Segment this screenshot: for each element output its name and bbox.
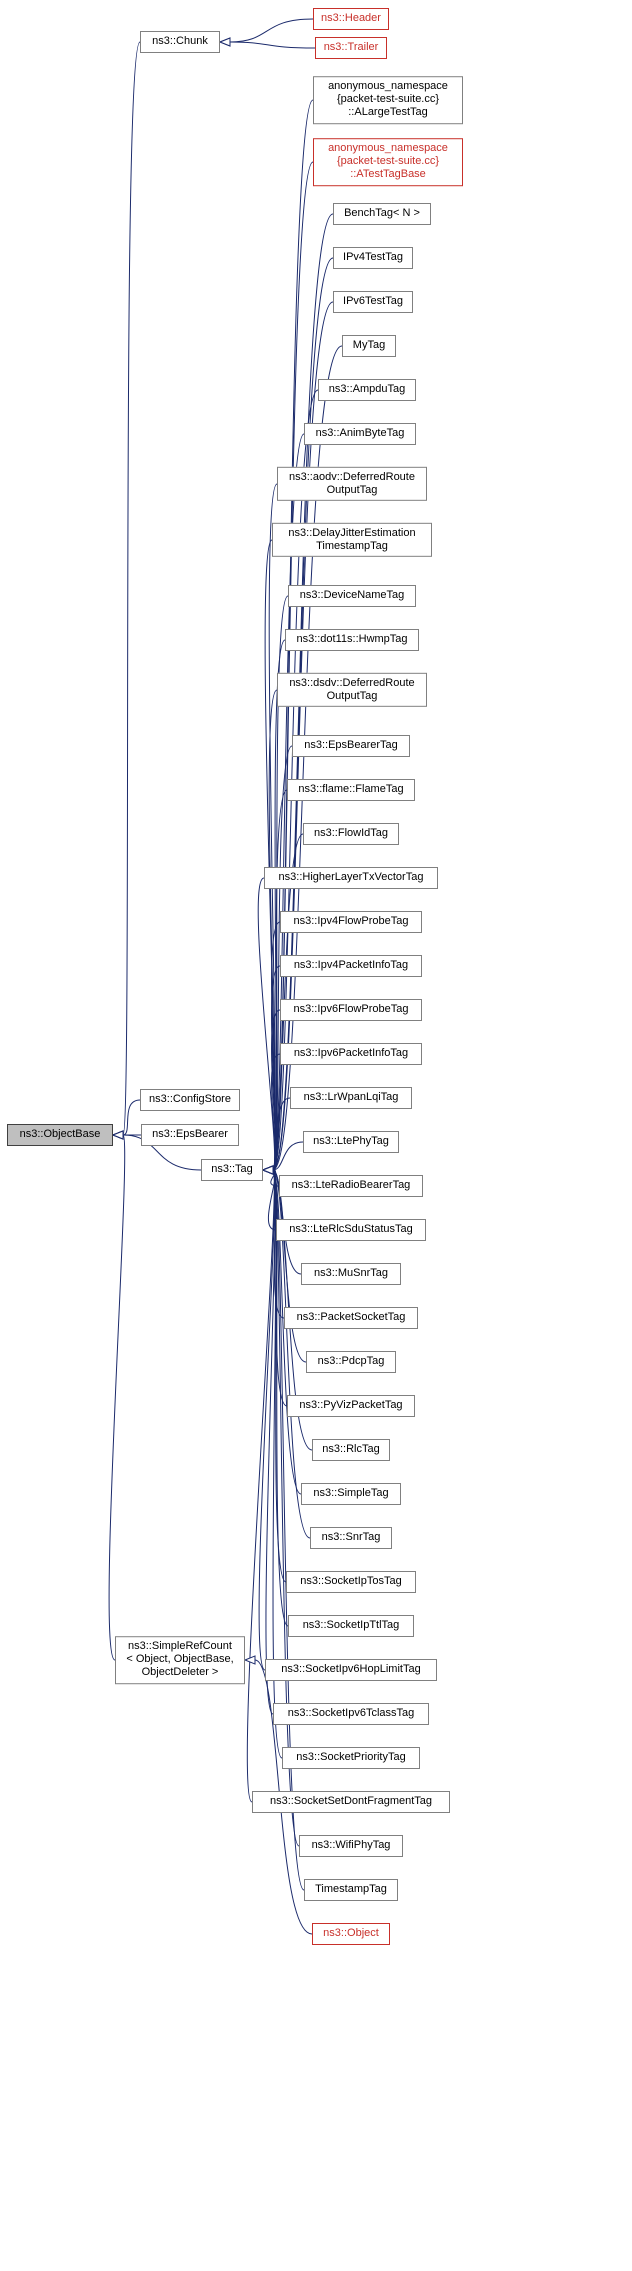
- node-packetsockettag[interactable]: ns3::PacketSocketTag: [284, 1307, 418, 1329]
- node-ipv6testtag[interactable]: IPv6TestTag: [333, 291, 413, 313]
- node-label: ns3::SimpleTag: [313, 1487, 388, 1499]
- node-epsbearer[interactable]: ns3::EpsBearer: [141, 1124, 239, 1146]
- node-delayjitter[interactable]: ns3::DelayJitterEstimation TimestampTag: [272, 523, 432, 557]
- node-mytag[interactable]: MyTag: [342, 335, 396, 357]
- node-label: ns3::SnrTag: [322, 1531, 381, 1543]
- node-ipv4packetinfo[interactable]: ns3::Ipv4PacketInfoTag: [280, 955, 422, 977]
- node-label: IPv4TestTag: [343, 251, 403, 263]
- node-label: ns3::PyVizPacketTag: [299, 1399, 402, 1411]
- node-pdcptag[interactable]: ns3::PdcpTag: [306, 1351, 396, 1373]
- node-snrtag[interactable]: ns3::SnrTag: [310, 1527, 392, 1549]
- node-musnrtag[interactable]: ns3::MuSnrTag: [301, 1263, 401, 1285]
- node-ipv6flowprobe[interactable]: ns3::Ipv6FlowProbeTag: [280, 999, 422, 1021]
- node-label: ns3::HigherLayerTxVectorTag: [279, 871, 424, 883]
- node-ipv4flowprobe[interactable]: ns3::Ipv4FlowProbeTag: [280, 911, 422, 933]
- node-socketipv6hop[interactable]: ns3::SocketIpv6HopLimitTag: [265, 1659, 437, 1681]
- node-tag[interactable]: ns3::Tag: [201, 1159, 263, 1181]
- node-label: ns3::AnimByteTag: [316, 427, 405, 439]
- node-label: ns3::FlowIdTag: [314, 827, 388, 839]
- node-dsdvdeferred[interactable]: ns3::dsdv::DeferredRoute OutputTag: [277, 673, 427, 707]
- node-timestamptag[interactable]: TimestampTag: [304, 1879, 398, 1901]
- node-label: ns3::Ipv6FlowProbeTag: [294, 1003, 409, 1015]
- node-lteradiobearer[interactable]: ns3::LteRadioBearerTag: [279, 1175, 423, 1197]
- node-label: ns3::EpsBearer: [152, 1128, 228, 1140]
- node-label: ns3::Ipv4PacketInfoTag: [294, 959, 408, 971]
- node-epsbearer_tag[interactable]: ns3::EpsBearerTag: [292, 735, 410, 757]
- node-label: TimestampTag: [315, 1883, 387, 1895]
- node-label: ns3::PacketSocketTag: [297, 1311, 406, 1323]
- node-socketipttl[interactable]: ns3::SocketIpTtlTag: [288, 1615, 414, 1637]
- node-label: ns3::ObjectBase: [20, 1128, 101, 1140]
- node-atesttagbase[interactable]: anonymous_namespace {packet-test-suite.c…: [313, 138, 463, 186]
- node-label: ns3::SocketIpv6TclassTag: [288, 1707, 415, 1719]
- node-label: anonymous_namespace {packet-test-suite.c…: [328, 80, 448, 118]
- node-label: ns3::WifiPhyTag: [312, 1839, 391, 1851]
- node-label: ns3::Header: [321, 12, 381, 24]
- node-aodvdeferred[interactable]: ns3::aodv::DeferredRoute OutputTag: [277, 467, 427, 501]
- node-label: anonymous_namespace {packet-test-suite.c…: [328, 142, 448, 180]
- node-trailer[interactable]: ns3::Trailer: [315, 37, 387, 59]
- node-socketipv6tcls[interactable]: ns3::SocketIpv6TclassTag: [273, 1703, 429, 1725]
- node-lrwpanlqitag[interactable]: ns3::LrWpanLqiTag: [290, 1087, 412, 1109]
- node-header[interactable]: ns3::Header: [313, 8, 389, 30]
- node-label: ns3::SocketIpTtlTag: [303, 1619, 400, 1631]
- node-label: ns3::dsdv::DeferredRoute OutputTag: [289, 677, 414, 702]
- node-label: ns3::flame::FlameTag: [298, 783, 403, 795]
- node-simpletag[interactable]: ns3::SimpleTag: [301, 1483, 401, 1505]
- node-label: ns3::RlcTag: [322, 1443, 379, 1455]
- node-label: ns3::LtePhyTag: [313, 1135, 389, 1147]
- node-animbytetag[interactable]: ns3::AnimByteTag: [304, 423, 416, 445]
- node-label: ns3::dot11s::HwmpTag: [296, 633, 407, 645]
- inheritance-diagram: ns3::ObjectBase ns3::Chunk ns3::Headerns3:…: [0, 0, 632, 2271]
- node-devicenametag[interactable]: ns3::DeviceNameTag: [288, 585, 416, 607]
- node-socketpriority[interactable]: ns3::SocketPriorityTag: [282, 1747, 420, 1769]
- node-label: ns3::DelayJitterEstimation TimestampTag: [288, 527, 415, 552]
- node-label: ns3::MuSnrTag: [314, 1267, 388, 1279]
- node-lterlcsdu[interactable]: ns3::LteRlcSduStatusTag: [276, 1219, 426, 1241]
- node-label: ns3::SocketSetDontFragmentTag: [270, 1795, 432, 1807]
- node-label: ns3::AmpduTag: [329, 383, 405, 395]
- node-ltephytag[interactable]: ns3::LtePhyTag: [303, 1131, 399, 1153]
- node-hwmptag[interactable]: ns3::dot11s::HwmpTag: [285, 629, 419, 651]
- node-label: ns3::Object: [323, 1927, 379, 1939]
- node-label: ns3::Trailer: [324, 41, 379, 53]
- node-label: ns3::Tag: [211, 1163, 253, 1175]
- node-label: ns3::SocketIpv6HopLimitTag: [281, 1663, 420, 1675]
- node-simplerefcount[interactable]: ns3::SimpleRefCount < Object, ObjectBase…: [115, 1636, 245, 1684]
- node-label: ns3::LrWpanLqiTag: [304, 1091, 399, 1103]
- node-benchtag[interactable]: BenchTag< N >: [333, 203, 431, 225]
- node-label: ns3::LteRlcSduStatusTag: [289, 1223, 413, 1235]
- node-label: ns3::PdcpTag: [318, 1355, 385, 1367]
- node-label: ns3::Ipv4FlowProbeTag: [294, 915, 409, 927]
- node-alargetesttag[interactable]: anonymous_namespace {packet-test-suite.c…: [313, 76, 463, 124]
- node-label: BenchTag< N >: [344, 207, 420, 219]
- node-root[interactable]: ns3::ObjectBase: [7, 1124, 113, 1146]
- node-label: ns3::Ipv6PacketInfoTag: [294, 1047, 408, 1059]
- node-label: ns3::SocketPriorityTag: [296, 1751, 405, 1763]
- node-ipv4testtag[interactable]: IPv4TestTag: [333, 247, 413, 269]
- node-rlctag[interactable]: ns3::RlcTag: [312, 1439, 390, 1461]
- node-configstore[interactable]: ns3::ConfigStore: [140, 1089, 240, 1111]
- node-wifiphytag[interactable]: ns3::WifiPhyTag: [299, 1835, 403, 1857]
- node-label: ns3::DeviceNameTag: [300, 589, 405, 601]
- node-flametag[interactable]: ns3::flame::FlameTag: [287, 779, 415, 801]
- node-object[interactable]: ns3::Object: [312, 1923, 390, 1945]
- node-socketsetdf[interactable]: ns3::SocketSetDontFragmentTag: [252, 1791, 450, 1813]
- node-chunk[interactable]: ns3::Chunk: [140, 31, 220, 53]
- node-label: ns3::SimpleRefCount < Object, ObjectBase…: [126, 1640, 233, 1678]
- node-label: ns3::aodv::DeferredRoute OutputTag: [289, 471, 415, 496]
- node-label: ns3::EpsBearerTag: [304, 739, 398, 751]
- node-label: ns3::SocketIpTosTag: [300, 1575, 402, 1587]
- node-ipv6packetinfo[interactable]: ns3::Ipv6PacketInfoTag: [280, 1043, 422, 1065]
- node-socketiptos[interactable]: ns3::SocketIpTosTag: [286, 1571, 416, 1593]
- node-label: MyTag: [353, 339, 385, 351]
- node-pyvizpackettag[interactable]: ns3::PyVizPacketTag: [287, 1395, 415, 1417]
- node-ampdutag[interactable]: ns3::AmpduTag: [318, 379, 416, 401]
- node-label: IPv6TestTag: [343, 295, 403, 307]
- node-hltxvectortag[interactable]: ns3::HigherLayerTxVectorTag: [264, 867, 438, 889]
- node-label: ns3::ConfigStore: [149, 1093, 231, 1105]
- node-flowidtag[interactable]: ns3::FlowIdTag: [303, 823, 399, 845]
- node-label: ns3::LteRadioBearerTag: [292, 1179, 411, 1191]
- node-label: ns3::Chunk: [152, 35, 208, 47]
